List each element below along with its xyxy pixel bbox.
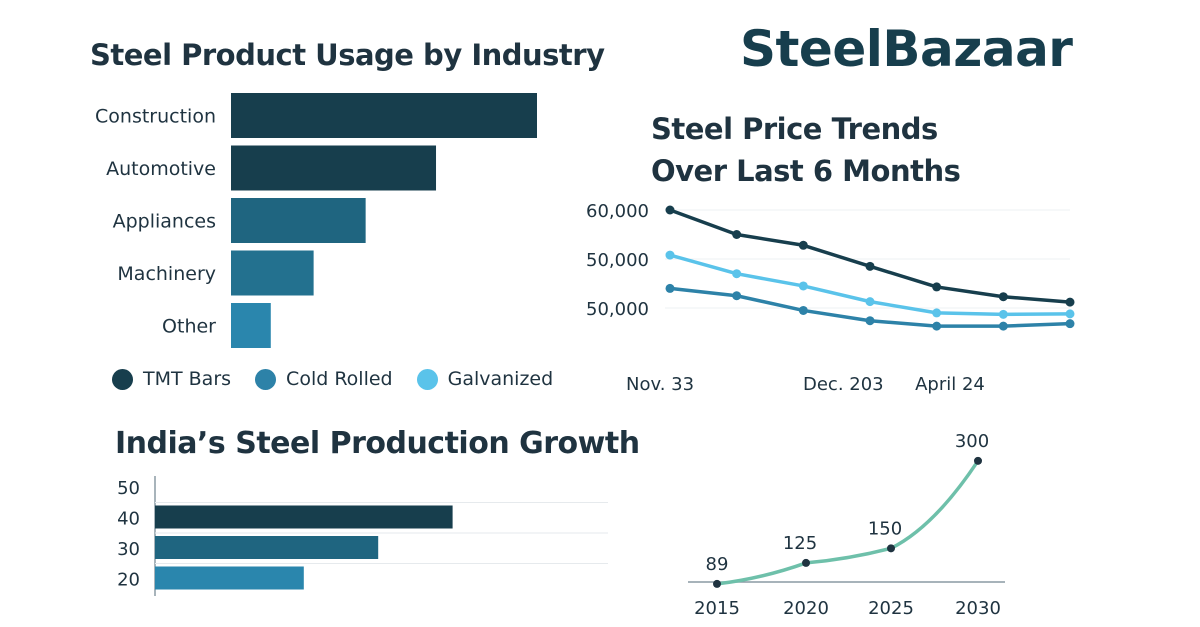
production-bar [155,566,304,590]
price-point [865,316,875,326]
legend-item-tmt: TMT Bars [112,368,231,390]
production-ytick-label: 20 [117,570,140,591]
usage-category-label: Automotive [106,158,216,180]
price-line-chart: 60,000 50,000 50,000 Nov. 33 Dec. 203 April 2… [586,201,1075,395]
growth-line-chart: 89 2015 125 2020 150 2025 300 2030 [688,431,1005,619]
price-series-line [669,208,1071,304]
growth-value-label: 150 [868,518,902,539]
price-point [1065,319,1075,329]
production-bar-chart: 50 40 30 20 [117,476,608,596]
growth-value-label: 89 [706,554,729,575]
legend-label: Cold Rolled [286,368,393,390]
usage-bar [231,198,366,243]
price-point [732,230,742,239]
usage-bar-chart: Construction Automotive Appliances Machiner… [95,93,537,348]
price-point [1065,297,1075,307]
price-point [732,269,742,279]
price-point [798,240,808,250]
price-point [665,205,675,215]
growth-point [974,456,982,465]
growth-point [802,558,810,567]
price-point [865,297,875,307]
price-legend: TMT Bars Cold Rolled Galvanized [112,368,553,390]
price-point [732,291,742,301]
price-point [998,321,1008,331]
usage-category-label: Other [162,316,216,338]
growth-xtick-label: 2030 [955,598,1001,619]
growth-xtick-label: 2020 [783,598,829,619]
legend-label: Galvanized [447,368,554,390]
usage-bar [231,303,271,348]
price-xtick-label: Dec. 203 [803,374,884,395]
usage-category-label: Appliances [113,211,216,233]
price-point [665,283,675,293]
price-point [798,281,808,291]
price-ytick-label: 60,000 [586,201,649,222]
legend-item-cold-rolled: Cold Rolled [255,368,393,390]
production-ytick-label: 30 [117,539,140,560]
price-point [932,308,942,318]
production-chart-title: India’s Steel Production Growth [115,426,640,461]
production-ytick-label: 40 [117,509,140,530]
price-chart-title: Steel Price Trends Over Last 6 Months [651,108,961,192]
price-point [998,292,1008,302]
legend-dot-icon [255,368,277,390]
growth-xtick-label: 2025 [868,598,914,619]
legend-dot-icon [112,368,133,390]
usage-bar [231,145,437,191]
legend-label: TMT Bars [143,368,232,390]
growth-xtick-label: 2015 [694,598,740,619]
usage-chart-title: Steel Product Usage by Industry [90,38,605,72]
brand-logo: SteelBazaar [740,20,1073,78]
price-point [998,309,1008,319]
usage-category-label: Machinery [117,263,216,285]
price-xtick-label: Nov. 33 [626,374,694,395]
legend-dot-icon [416,368,438,390]
price-ytick-label: 50,000 [586,250,649,271]
growth-value-label: 300 [955,431,989,452]
production-bar [155,505,453,529]
price-point [932,282,942,292]
price-point [932,321,942,331]
legend-item-galvanized: Galvanized [416,368,554,390]
usage-category-label: Construction [95,106,216,128]
production-bar [155,536,379,559]
growth-point [713,579,721,588]
usage-bar [231,93,537,138]
growth-value-label: 125 [783,533,817,554]
usage-bar [231,250,314,296]
price-point [1065,309,1075,319]
production-ytick-label: 50 [117,478,140,499]
price-point [665,250,675,260]
price-title-line-1: Steel Price Trends [651,112,938,146]
price-xtick-label: April 24 [915,374,985,395]
price-title-line-2: Over Last 6 Months [651,154,961,188]
price-point [865,261,875,271]
price-point [798,305,808,315]
price-ytick-label: 50,000 [586,299,649,320]
growth-point [887,544,895,553]
growth-line [716,459,980,586]
